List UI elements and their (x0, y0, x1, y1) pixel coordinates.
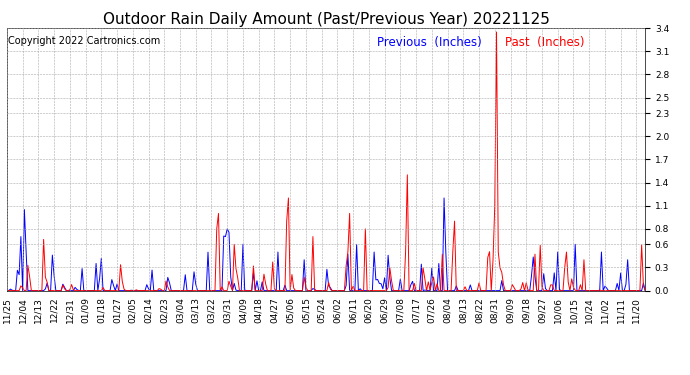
Text: Previous  (Inches): Previous (Inches) (377, 36, 482, 49)
Text: Past  (Inches): Past (Inches) (505, 36, 584, 49)
Title: Outdoor Rain Daily Amount (Past/Previous Year) 20221125: Outdoor Rain Daily Amount (Past/Previous… (103, 12, 549, 27)
Text: Copyright 2022 Cartronics.com: Copyright 2022 Cartronics.com (8, 36, 161, 46)
